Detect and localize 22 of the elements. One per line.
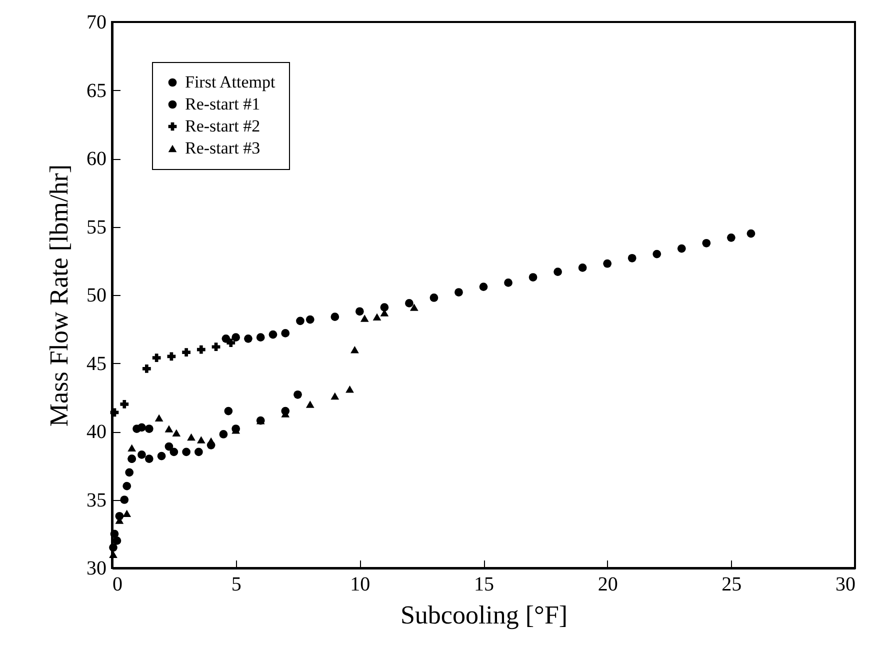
x-tick-label: 5 — [231, 574, 242, 596]
legend-label: First Attempt — [185, 72, 276, 92]
x-tick-label: 25 — [722, 574, 742, 596]
y-tick-label: 30 — [86, 558, 106, 580]
x-tick-label: 15 — [474, 574, 494, 596]
y-tick-label: 65 — [86, 80, 106, 102]
legend-label: Re-start #3 — [185, 138, 260, 158]
y-tick-label: 55 — [86, 216, 106, 238]
y-tick-label: 35 — [86, 489, 106, 512]
y-tick-label: 70 — [86, 12, 106, 34]
x-tick-label: 0 — [112, 574, 122, 596]
x-tick-label: 30 — [836, 574, 856, 596]
legend-label: Re-start #2 — [185, 116, 260, 136]
y-tick-label: 40 — [86, 421, 106, 443]
y-tick-label: 45 — [86, 352, 106, 375]
y-tick-label: 50 — [86, 284, 106, 306]
legend-label: Re-start #1 — [185, 94, 260, 114]
x-axis-title: Subcooling [°F] — [400, 600, 568, 630]
x-tick-label: 20 — [598, 574, 618, 596]
x-tick-label: 10 — [350, 574, 370, 596]
y-axis-title: Mass Flow Rate [lbm/hr] — [44, 164, 74, 427]
y-tick-label: 60 — [86, 148, 106, 170]
